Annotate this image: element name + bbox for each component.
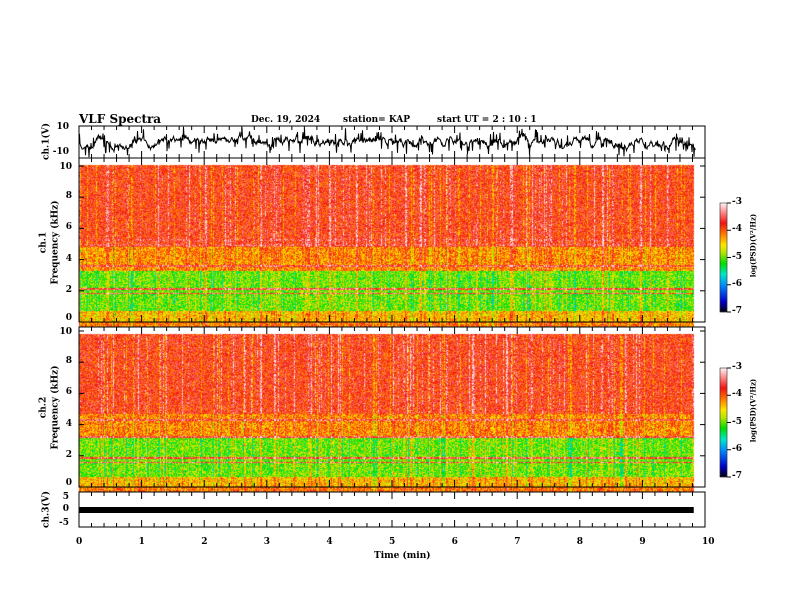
station-label: station= KAP	[343, 115, 411, 125]
colorbar-tick: -3	[732, 362, 742, 372]
ch3-ytick: 0	[62, 503, 69, 514]
colorbar-tick: -6	[732, 443, 742, 454]
x-tick-label: 9	[639, 537, 646, 547]
colorbar1-label: log(PSD)(V²/Hz)	[748, 213, 758, 278]
colorbar2	[719, 367, 728, 478]
x-tick-label: 4	[326, 537, 333, 547]
ch3-ylabel: ch.3(V)	[41, 491, 52, 528]
date-label: Dec. 19, 2024	[251, 115, 321, 125]
ch3-ytick: 5	[62, 492, 69, 502]
colorbar-tick: -5	[732, 251, 742, 262]
x-tick-label: 2	[201, 537, 208, 547]
colorbar-tick: -7	[732, 306, 742, 316]
spec2-ytick: 6	[65, 387, 72, 398]
spec2-ytick: 0	[65, 478, 72, 488]
colorbar1	[719, 202, 728, 313]
spec2-ytick: 2	[65, 449, 72, 460]
x-tick-label: 7	[514, 537, 521, 547]
colorbar-tick: -5	[732, 416, 742, 427]
spec1-ytick: 8	[65, 191, 72, 202]
x-tick-label: 6	[451, 537, 458, 547]
ch2-spec-ylabel-top: ch.2	[38, 396, 49, 419]
colorbar-tick: -7	[732, 471, 742, 481]
spec2-ytick: 4	[65, 418, 72, 429]
s1-frame	[78, 157, 706, 323]
figure-title: VLF Spectra	[79, 112, 162, 126]
start-time-label: start UT = 2 : 10 : 1	[437, 115, 537, 125]
colorbar-tick: -4	[732, 224, 742, 235]
colorbar-tick: -6	[732, 278, 742, 289]
ch3-waveform-line	[79, 507, 694, 513]
spec1-ytick: 6	[65, 222, 72, 233]
x-tick-label: 5	[389, 537, 396, 547]
ch1-ylabel: ch.1(V)	[41, 123, 52, 160]
ch1-spec-ylabel: Frequency (kHz)	[50, 200, 61, 285]
colorbar2-label: log(PSD)(V²/Hz)	[748, 378, 758, 443]
x-axis-label: Time (min)	[374, 551, 431, 561]
spec2-ytick: 10	[59, 327, 72, 337]
colorbar-tick: -3	[732, 197, 742, 207]
ch1-ytick: 10	[56, 122, 69, 132]
x-tick-label: 1	[138, 537, 145, 547]
spec2-ytick: 8	[65, 356, 72, 367]
x-tick-label: 10	[702, 537, 715, 547]
spec1-ytick: 0	[65, 313, 72, 323]
ch3-ytick: -5	[59, 518, 69, 528]
x-tick-label: 8	[576, 537, 584, 547]
colorbar-tick: -4	[732, 389, 742, 400]
ch1-waveform-line	[78, 126, 696, 158]
x-tick-label: 3	[263, 537, 271, 547]
ch1-spec-ylabel-top: ch.1	[38, 231, 49, 254]
spec1-ytick: 2	[65, 284, 72, 295]
ch1-ytick: -10	[52, 147, 69, 157]
ch2-spec-ylabel: Frequency (kHz)	[50, 365, 61, 450]
s2-frame	[78, 326, 706, 488]
spec1-ytick: 10	[59, 162, 72, 172]
x-tick-label: 0	[76, 537, 83, 547]
spec1-ytick: 4	[65, 253, 72, 264]
